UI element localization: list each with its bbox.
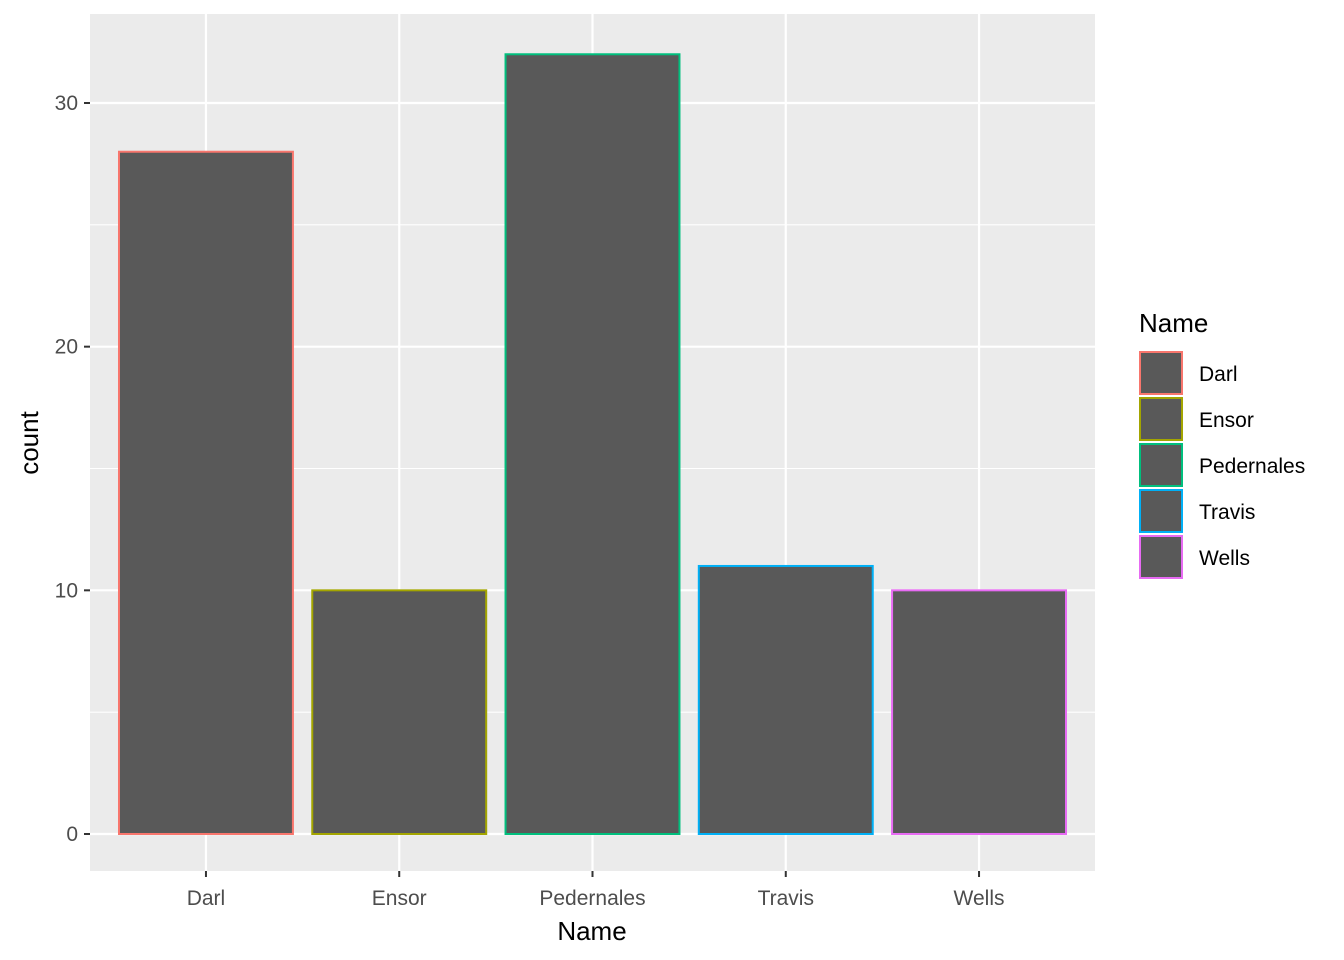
- legend-title: Name: [1139, 308, 1208, 338]
- bar-wells: [891, 589, 1068, 835]
- bars: [117, 53, 1068, 836]
- y-tick-label: 30: [55, 92, 78, 115]
- y-tick-label: 20: [55, 336, 78, 359]
- x-axis-title: Name: [557, 916, 626, 946]
- legend-label-darl: Darl: [1199, 363, 1238, 386]
- x-tick-label: Pedernales: [539, 887, 645, 910]
- bar-travis: [697, 564, 874, 835]
- legend-label-wells: Wells: [1199, 547, 1250, 570]
- legend-key-pedernales: [1139, 443, 1183, 487]
- legend: Name Darl Ensor Pedernales Travis Wells: [1139, 308, 1305, 579]
- legend-label-ensor: Ensor: [1199, 409, 1254, 432]
- bar-darl: [117, 150, 294, 835]
- bar-ensor: [311, 589, 488, 835]
- legend-label-pedernales: Pedernales: [1199, 455, 1305, 478]
- y-axis-ticks: 0 10 20 30: [55, 92, 90, 846]
- legend-key-ensor: [1139, 397, 1183, 441]
- legend-key-darl: [1139, 351, 1183, 395]
- y-tick-label: 0: [66, 823, 78, 846]
- legend-label-travis: Travis: [1199, 501, 1255, 524]
- x-tick-label: Ensor: [372, 887, 427, 910]
- x-tick-label: Darl: [187, 887, 226, 910]
- x-tick-label: Wells: [954, 887, 1005, 910]
- x-axis-ticks: Darl Ensor Pedernales Travis Wells: [187, 871, 1005, 910]
- y-tick-label: 10: [55, 579, 78, 602]
- x-tick-label: Travis: [758, 887, 814, 910]
- y-axis-title: count: [14, 410, 44, 474]
- bar-pedernales: [504, 53, 681, 836]
- legend-key-wells: [1139, 535, 1183, 579]
- legend-key-travis: [1139, 489, 1183, 533]
